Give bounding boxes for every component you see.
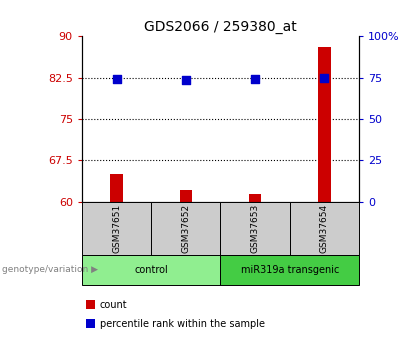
Bar: [110, 174, 123, 202]
Point: [182, 77, 189, 82]
Text: GSM37654: GSM37654: [320, 204, 329, 253]
Point: [321, 75, 328, 80]
Title: GDS2066 / 259380_at: GDS2066 / 259380_at: [144, 20, 297, 34]
Bar: [180, 190, 192, 202]
Text: count: count: [100, 300, 128, 310]
Point: [113, 77, 120, 82]
Text: control: control: [134, 265, 168, 275]
Text: GSM37653: GSM37653: [251, 204, 260, 253]
Text: genotype/variation ▶: genotype/variation ▶: [2, 265, 98, 275]
Text: GSM37651: GSM37651: [112, 204, 121, 253]
Bar: [249, 194, 261, 202]
Bar: [318, 47, 331, 202]
Text: GSM37652: GSM37652: [181, 204, 190, 253]
Point: [252, 77, 259, 82]
Text: miR319a transgenic: miR319a transgenic: [241, 265, 339, 275]
Text: percentile rank within the sample: percentile rank within the sample: [100, 319, 265, 329]
